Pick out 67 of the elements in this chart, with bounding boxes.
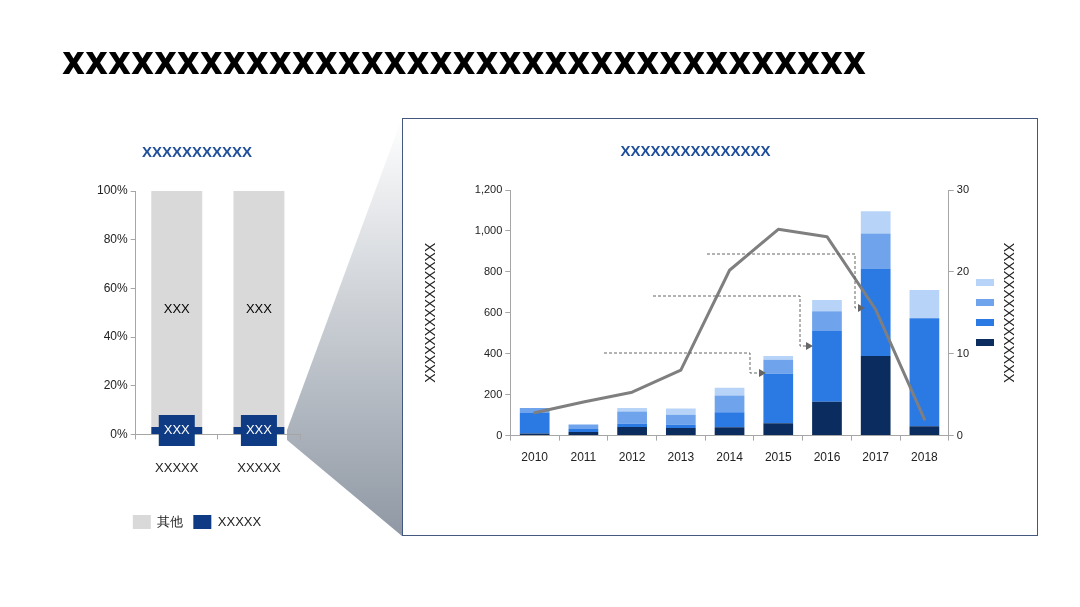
- y-tick-label: 100%: [96, 183, 129, 198]
- y-tick-label: 400: [483, 346, 503, 359]
- chart-title: XXXXXXXXXXXXXXX: [620, 142, 771, 160]
- x-tick-label: 2014: [716, 450, 744, 465]
- bar: [617, 427, 647, 436]
- bar: [763, 373, 794, 424]
- y-tick-label: 800: [483, 264, 503, 277]
- y2-tick-label: 20: [956, 264, 970, 277]
- bar: [568, 431, 599, 436]
- bar: [812, 311, 842, 332]
- bar: [665, 408, 696, 415]
- bar: [812, 331, 842, 402]
- bar: [714, 427, 745, 436]
- bar: [763, 355, 794, 360]
- y-tick-label: 0%: [110, 426, 129, 441]
- bar: [714, 412, 745, 428]
- bar: [665, 428, 696, 436]
- data-label: XXX: [245, 422, 273, 438]
- x-tick-label: 2010: [521, 450, 549, 465]
- y2-tick-label: 0: [956, 428, 963, 441]
- bar: [568, 429, 599, 432]
- bar: [519, 412, 550, 434]
- y-tick-label: 80%: [103, 231, 129, 246]
- text: xxxxxxxxxxxxxxxxxxxxxxxxxxxxxxxxxxx: [62, 37, 866, 83]
- bar: [665, 424, 696, 429]
- x-tick-label: XXXXX: [155, 459, 199, 475]
- y-tick-label: 1,200: [474, 183, 503, 196]
- bar: [860, 355, 891, 436]
- data-label: XXX: [245, 300, 273, 316]
- y-tick-label: 0: [496, 428, 503, 441]
- bar: [665, 414, 696, 425]
- x-tick-label: 2015: [764, 450, 792, 465]
- x-tick-label: 2018: [911, 450, 939, 465]
- y-tick-label: 600: [483, 305, 503, 318]
- bar: [714, 395, 745, 413]
- bar: [617, 411, 647, 424]
- data-label: XXX: [163, 422, 191, 438]
- bar: [909, 426, 940, 436]
- chart-title: XXXXXXXXXXX: [141, 143, 253, 161]
- y2-axis-title: XXXXXXXXXXXXXXX: [1001, 242, 1018, 384]
- x-tick-label: 2011: [570, 450, 597, 465]
- bar: [812, 299, 842, 312]
- x-tick-label: 2017: [862, 450, 890, 465]
- bar: [860, 268, 891, 356]
- bar: [860, 211, 891, 234]
- x-tick-label: 2012: [618, 450, 646, 465]
- y-tick-label: 200: [483, 387, 503, 400]
- y-tick-label: 1,000: [474, 223, 503, 236]
- data-label: XXX: [163, 300, 191, 316]
- y2-tick-label: 10: [956, 346, 970, 359]
- y-tick-label: 40%: [103, 329, 129, 344]
- y-tick-label: 60%: [103, 280, 129, 295]
- y2-tick-label: 30: [956, 183, 970, 196]
- x-tick-label: 2013: [667, 450, 695, 465]
- x-tick-label: XXXXX: [237, 459, 281, 475]
- bar: [860, 233, 891, 269]
- bar: [617, 423, 647, 427]
- bar: [909, 289, 940, 319]
- bar: [812, 401, 842, 436]
- bar: [909, 318, 940, 427]
- legend-label: XXXXX: [217, 513, 262, 529]
- y-axis-title: XXXXXXXXXXXXXXX: [422, 242, 439, 383]
- x-tick-label: 2016: [813, 450, 841, 465]
- y-tick-label: 20%: [103, 378, 129, 393]
- bar: [763, 359, 794, 374]
- legend-label: 其他: [157, 513, 184, 529]
- bar: [763, 423, 794, 436]
